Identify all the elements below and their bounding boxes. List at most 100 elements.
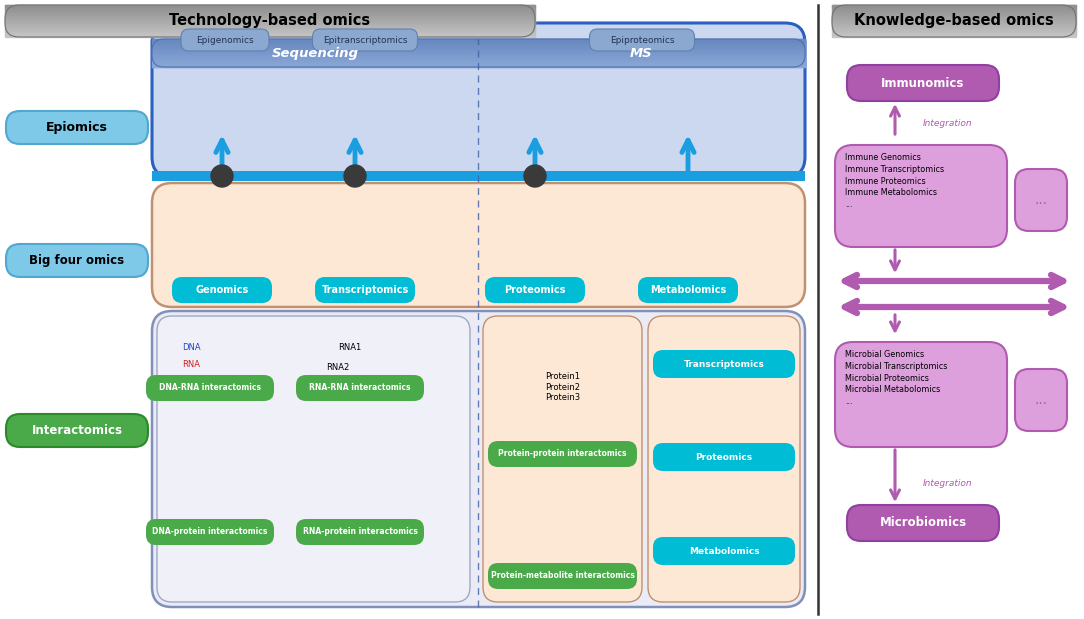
Bar [833,19,1076,20]
Bar [5,22,535,23]
Bar [833,21,1076,22]
Text: Knowledge-based omics: Knowledge-based omics [854,14,1054,28]
Text: Metabolomics: Metabolomics [688,547,759,555]
FancyBboxPatch shape [653,443,795,471]
Bar [833,23,1076,24]
FancyBboxPatch shape [590,29,695,51]
Bar [5,26,535,27]
Bar [833,31,1076,32]
Bar [833,14,1076,15]
Text: Epitranscriptomics: Epitranscriptomics [323,35,408,45]
Bar [5,34,535,35]
Bar [5,11,535,12]
Bar [833,30,1076,31]
Bar [5,21,535,22]
Bar [833,34,1076,35]
FancyBboxPatch shape [152,23,805,177]
FancyBboxPatch shape [1015,169,1067,231]
Bar [833,14,1076,15]
Bar [833,29,1076,30]
Bar [833,33,1076,34]
Bar [5,20,535,21]
Bar [833,10,1076,11]
Text: ...: ... [1034,193,1047,207]
Text: ...: ... [1034,393,1047,407]
FancyBboxPatch shape [488,441,637,467]
FancyBboxPatch shape [296,519,424,545]
Bar [5,8,535,9]
Bar [5,9,535,10]
Text: RNA-RNA interactomics: RNA-RNA interactomics [309,383,411,391]
FancyBboxPatch shape [315,277,415,303]
Bar [5,19,535,20]
Bar [5,5,535,6]
Text: Epiproteomics: Epiproteomics [609,35,674,45]
Bar [833,35,1076,36]
Bar [833,27,1076,28]
FancyBboxPatch shape [1015,369,1067,431]
Bar [5,14,535,15]
Bar [833,20,1076,21]
Bar [5,30,535,31]
FancyBboxPatch shape [7,111,149,144]
FancyBboxPatch shape [296,375,424,401]
FancyBboxPatch shape [485,277,585,303]
Bar [5,7,535,8]
Bar [5,14,535,15]
Bar [5,18,535,19]
Bar [5,23,535,24]
Bar [833,26,1076,27]
Text: DNA-RNA interactomics: DNA-RNA interactomics [159,383,261,391]
FancyBboxPatch shape [847,65,999,101]
Text: Protein-protein interactomics: Protein-protein interactomics [499,449,627,459]
Text: Microbial Genomics
Microbial Transcriptomics
Microbial Proteomics
Microbial Meta: Microbial Genomics Microbial Transcripto… [846,350,947,406]
FancyBboxPatch shape [7,244,149,277]
Bar [833,36,1076,37]
Text: Epiomics: Epiomics [46,121,108,134]
Bar [5,6,535,7]
FancyBboxPatch shape [653,537,795,565]
Bar [833,33,1076,34]
Bar [5,10,535,11]
FancyBboxPatch shape [648,316,800,602]
Bar [5,32,535,33]
Text: Metabolomics: Metabolomics [650,285,726,295]
Bar [5,18,535,19]
Bar [833,18,1076,19]
Bar [833,11,1076,12]
Bar [833,7,1076,8]
FancyBboxPatch shape [7,414,149,447]
Text: Proteomics: Proteomics [504,285,566,295]
Bar [833,22,1076,23]
Bar [5,36,535,37]
Text: RNA2: RNA2 [326,363,350,371]
Bar [5,33,535,34]
Bar [5,28,535,29]
Bar [5,31,535,32]
FancyBboxPatch shape [312,29,417,51]
Bar [5,12,535,13]
Text: Immune Genomics
Immune Transcriptomics
Immune Proteomics
Immune Metabolomics
...: Immune Genomics Immune Transcriptomics I… [846,153,944,209]
Text: DNA-protein interactomics: DNA-protein interactomics [153,527,268,535]
Bar [833,8,1076,9]
Text: MS: MS [630,46,653,59]
Text: Protein1
Protein2
Protein3: Protein1 Protein2 Protein3 [545,372,580,402]
FancyBboxPatch shape [146,519,274,545]
FancyBboxPatch shape [157,316,470,602]
FancyBboxPatch shape [172,277,272,303]
Bar [833,22,1076,23]
Bar [5,24,535,25]
FancyBboxPatch shape [483,316,642,602]
Bar [5,13,535,14]
Text: Technology-based omics: Technology-based omics [169,14,371,28]
Bar [833,32,1076,33]
Text: Epigenomics: Epigenomics [196,35,254,45]
Bar [833,28,1076,29]
Bar [833,13,1076,14]
Text: Protein-metabolite interactomics: Protein-metabolite interactomics [491,571,634,581]
Text: Integration: Integration [924,118,972,128]
Bar [833,24,1076,25]
Text: RNA-protein interactomics: RNA-protein interactomics [302,527,417,535]
FancyBboxPatch shape [638,277,738,303]
Text: Microbiomics: Microbiomics [879,516,967,529]
